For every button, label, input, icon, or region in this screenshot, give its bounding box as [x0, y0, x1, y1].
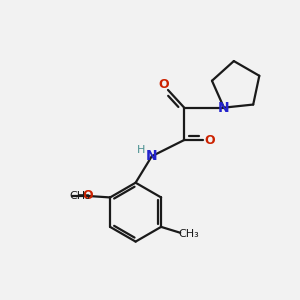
Text: O: O — [82, 190, 93, 202]
Text: CH₃: CH₃ — [70, 191, 91, 201]
Text: O: O — [205, 134, 215, 146]
Text: N: N — [218, 100, 230, 115]
Text: O: O — [158, 78, 169, 91]
Text: H: H — [136, 145, 145, 155]
Text: CH₃: CH₃ — [179, 229, 200, 239]
Text: N: N — [146, 149, 158, 163]
